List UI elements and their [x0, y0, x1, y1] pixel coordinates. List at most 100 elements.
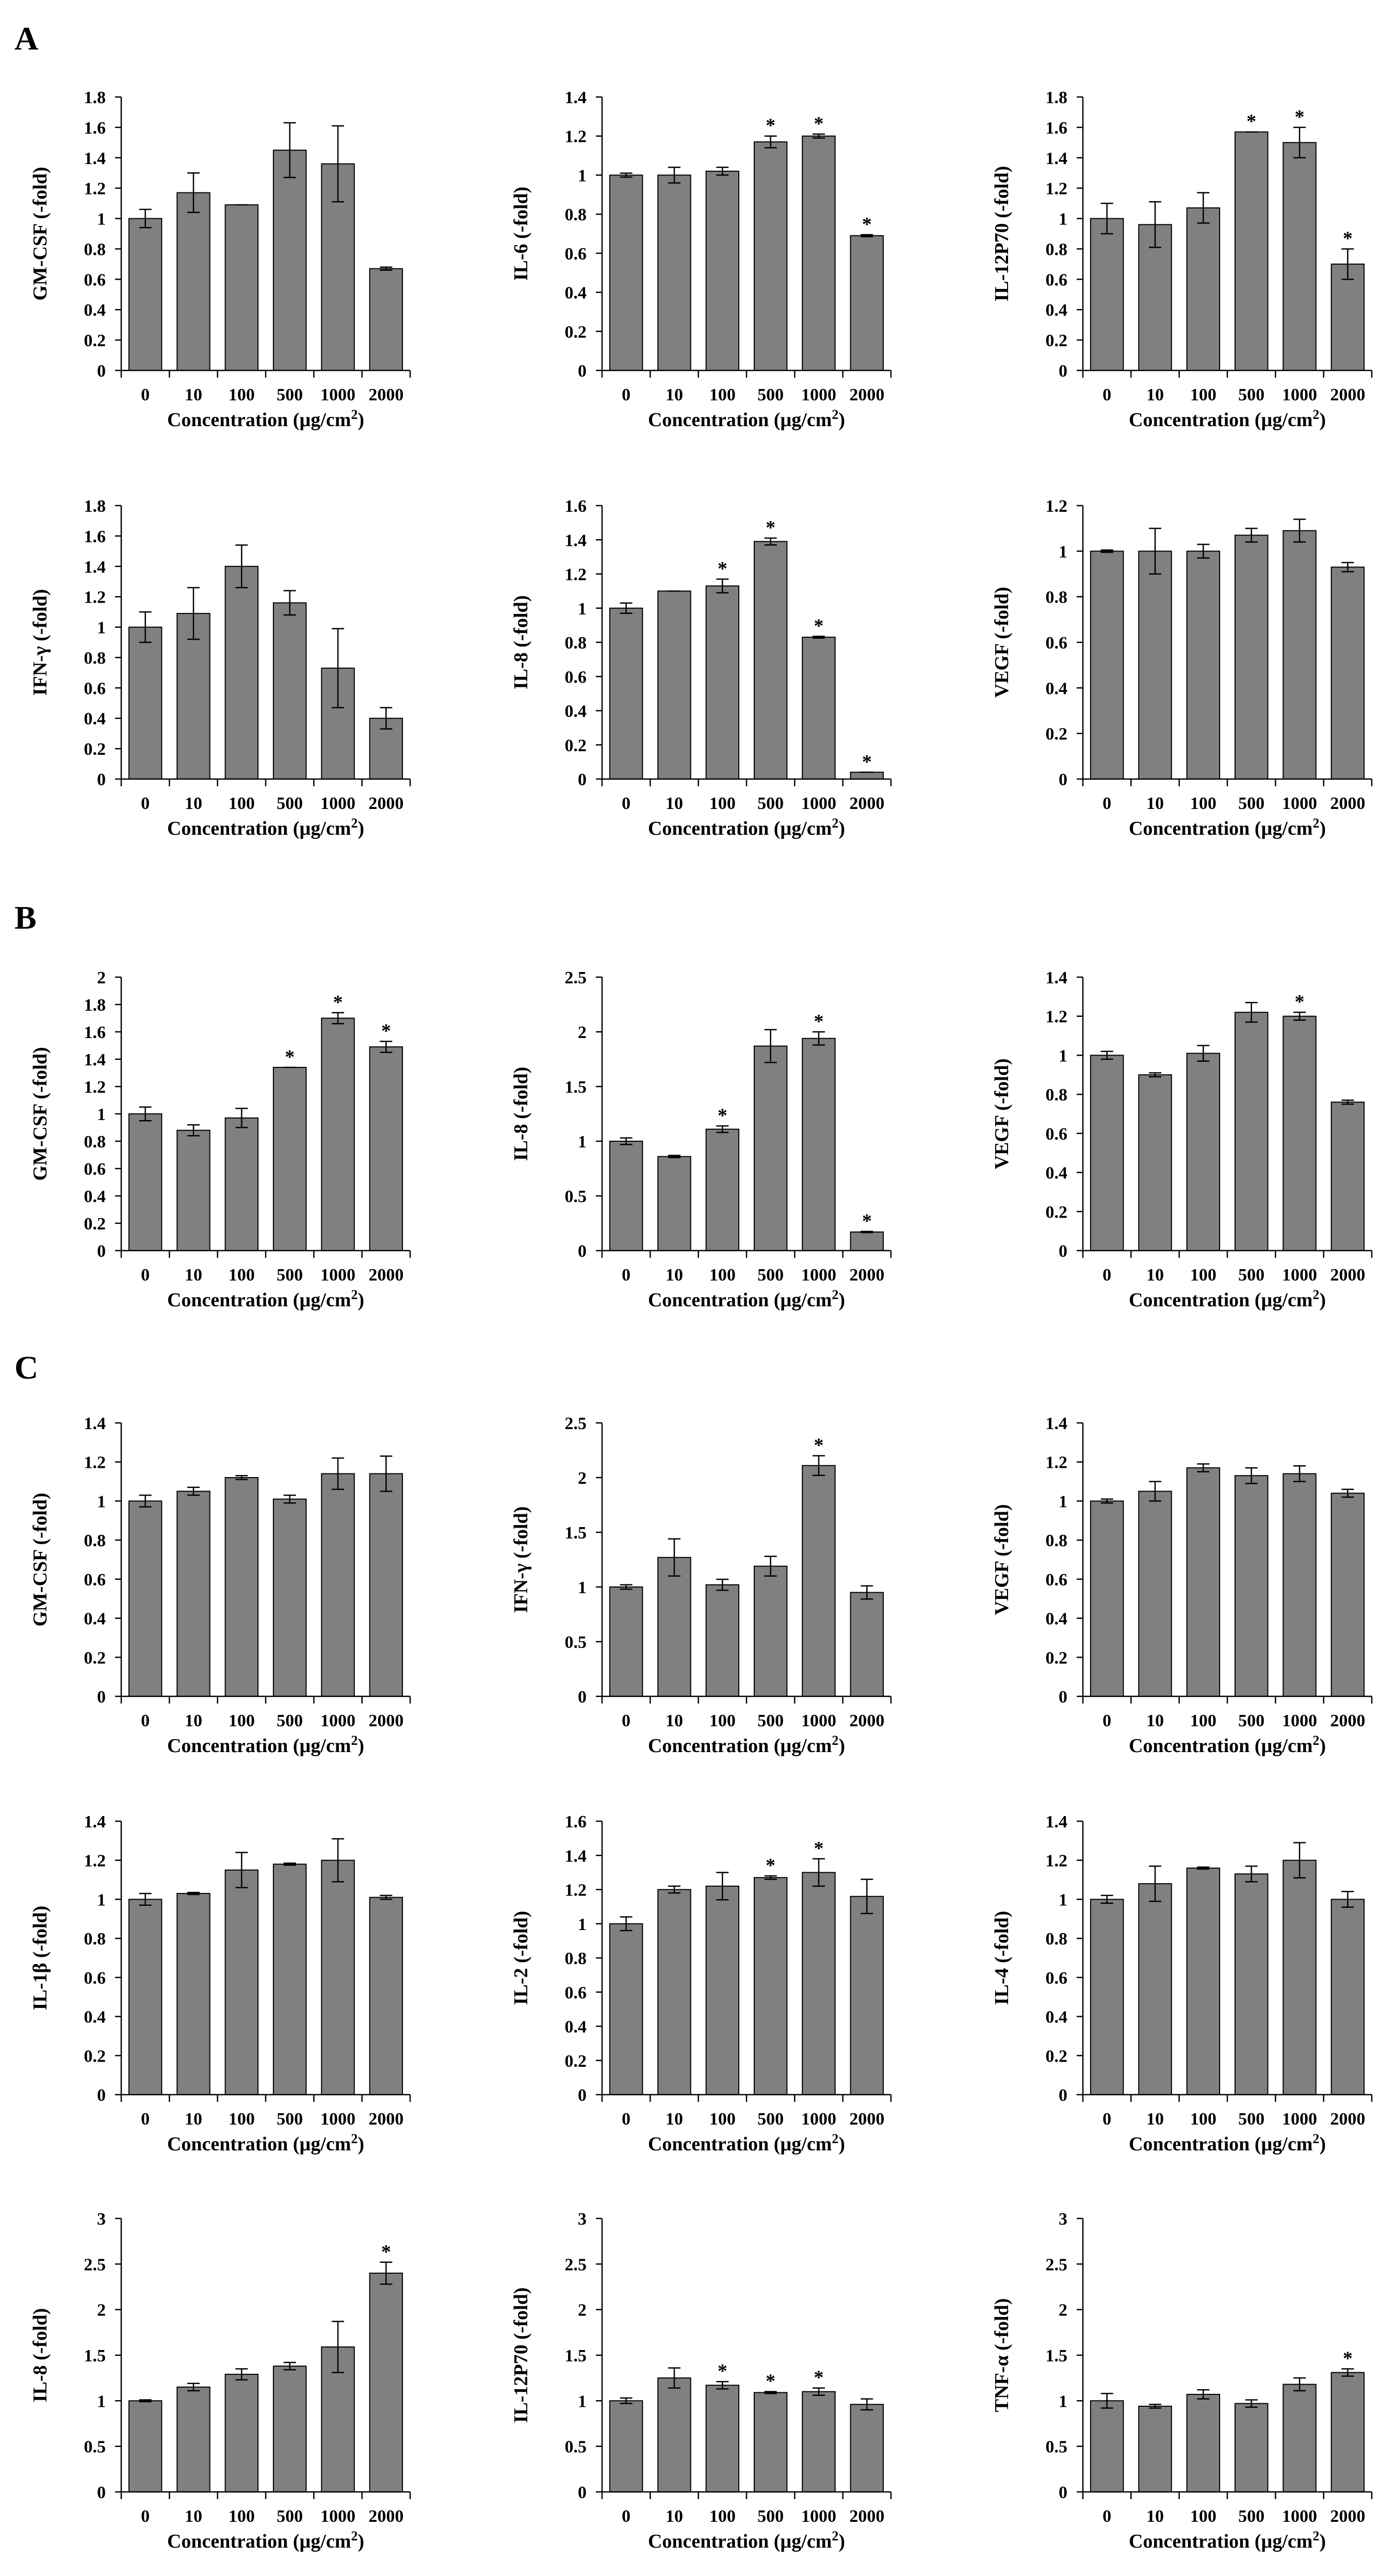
y-tick-label: 1.4 — [84, 1812, 106, 1832]
x-axis-label: Concentration (µg/cm2) — [167, 2131, 364, 2155]
significance-marker: * — [718, 558, 727, 579]
y-tick-label: 0.2 — [1046, 1203, 1068, 1222]
x-tick-label: 2000 — [368, 385, 403, 404]
y-tick-label: 1.4 — [565, 531, 587, 550]
x-tick-label: 1000 — [1282, 2507, 1317, 2526]
bar — [1186, 550, 1221, 780]
bar — [176, 1490, 210, 1697]
bar — [1186, 1867, 1221, 2096]
chart-13: 0 10 100 500 1000 2000 0 0.2 0.4 0.6 0.8 1 1.2 1.4 IL-… — [29, 1812, 411, 2155]
x-tick-label: 100 — [229, 2507, 255, 2526]
x-tick-label: 100 — [709, 794, 736, 813]
y-axis-label: IL-12P70 (-fold) — [991, 166, 1013, 302]
x-axis-label: Concentration (µg/cm2) — [648, 2529, 845, 2552]
x-tick-label: 100 — [1190, 2507, 1216, 2526]
chart-1: 0 10 100 500 1000 2000 0 0.2 0.4 0.6 0.8 1 1.2 1.4 1.6… — [29, 88, 411, 431]
x-tick-label: 500 — [277, 1711, 303, 1730]
x-tick-label: 1000 — [320, 794, 355, 813]
y-axis-label: GM-CSF (-fold) — [29, 1047, 51, 1180]
significance-marker: * — [718, 2360, 727, 2382]
x-tick-label: 100 — [709, 385, 736, 404]
x-tick-label: 10 — [666, 1711, 683, 1730]
bar — [1090, 550, 1124, 780]
bar — [1138, 224, 1172, 371]
x-axis-label: Concentration (µg/cm2) — [167, 1733, 364, 1757]
x-tick-label: 10 — [185, 1711, 202, 1730]
y-tick-label: 0 — [578, 362, 587, 381]
x-tick-label: 10 — [185, 1266, 202, 1285]
bar — [1331, 263, 1365, 371]
y-tick-label: 0.6 — [84, 1160, 106, 1179]
x-tick-label: 2000 — [849, 794, 884, 813]
y-axis-label: IL-1β (-fold) — [29, 1906, 51, 2011]
y-axis-label: VEGF (-fold) — [991, 587, 1013, 698]
y-tick-label: 0.4 — [1046, 1164, 1068, 1183]
bar — [1283, 2384, 1317, 2492]
bar — [272, 150, 307, 371]
y-axis-label: IL-6 (-fold) — [510, 187, 532, 281]
y-tick-label: 0.8 — [565, 205, 587, 224]
chart-8: 0 10 * 100 500 * 1000 * 2000 0 0.5 1 1.5 2 2.5 IL-8 (-f… — [510, 968, 892, 1311]
bar — [176, 192, 210, 371]
y-tick-label: 1.5 — [1046, 2346, 1068, 2366]
bar — [1234, 1873, 1269, 2096]
x-axis-label: Concentration (µg/cm2) — [648, 816, 845, 839]
x-tick-label: 100 — [229, 1711, 255, 1730]
y-tick-label: 0 — [1059, 1688, 1067, 1707]
y-tick-label: 1.4 — [565, 1846, 587, 1866]
y-tick-label: 1.5 — [565, 2346, 587, 2366]
y-axis-label: GM-CSF (-fold) — [29, 1493, 51, 1626]
x-tick-label: 2000 — [368, 2110, 403, 2129]
x-tick-label: 2000 — [849, 1266, 884, 1285]
x-tick-label: 100 — [1190, 2110, 1216, 2129]
x-tick-label: 100 — [709, 1711, 736, 1730]
y-tick-label: 0 — [97, 770, 106, 789]
bar — [1138, 550, 1172, 780]
y-tick-label: 0 — [97, 362, 106, 381]
bar — [705, 1584, 740, 1697]
x-tick-label: 10 — [1146, 1711, 1164, 1730]
x-tick-label: 500 — [1238, 1711, 1264, 1730]
x-tick-label: 2000 — [849, 2507, 884, 2526]
bar — [128, 218, 163, 371]
x-tick-label: 0 — [141, 1266, 150, 1285]
x-tick-label: 1000 — [801, 2507, 836, 2526]
y-tick-label: 1 — [1059, 1492, 1067, 1511]
y-tick-label: 1.6 — [84, 1023, 106, 1042]
y-tick-label: 1.4 — [1046, 149, 1068, 168]
y-tick-label: 1 — [97, 210, 106, 229]
y-tick-label: 0 — [97, 2483, 106, 2502]
significance-marker: * — [766, 2371, 775, 2392]
y-tick-label: 2.5 — [1046, 2255, 1068, 2274]
x-tick-label: 1000 — [801, 2110, 836, 2129]
y-tick-label: 0.5 — [1046, 2438, 1068, 2457]
bar — [272, 2366, 307, 2493]
y-tick-label: 3 — [578, 2210, 587, 2229]
chart-14: 0 10 100 * 500 * 1000 2000 0 0.2 0.4 0.6 0.8 1 1.2 1.4 1… — [510, 1812, 892, 2155]
x-tick-label: 1000 — [1282, 385, 1317, 404]
y-tick-label: 0.6 — [84, 679, 106, 698]
y-tick-label: 0.4 — [565, 702, 587, 721]
chart-12: 0 10 100 500 1000 2000 0 0.2 0.4 0.6 0.8 1 1.2 1.4 VEG… — [991, 1414, 1373, 1757]
bar — [753, 1045, 788, 1252]
y-tick-label: 1 — [578, 600, 587, 619]
y-axis-label: IL-8 (-fold) — [29, 2308, 51, 2403]
bar — [128, 1113, 163, 1251]
x-axis-label: Concentration (µg/cm2) — [648, 2131, 845, 2155]
y-tick-label: 0.8 — [84, 1531, 106, 1550]
y-axis-label: IL-4 (-fold) — [991, 1911, 1013, 2005]
chart-16: 0 10 100 500 1000 * 2000 0 0.5 1 1.5 2 2.5 3 IL-8 (-fo… — [29, 2210, 411, 2552]
x-tick-label: 0 — [1102, 1266, 1111, 1285]
y-tick-label: 1.4 — [84, 1414, 106, 1433]
y-tick-label: 0.4 — [84, 1187, 106, 1206]
y-tick-label: 0 — [578, 2086, 587, 2105]
bar — [753, 1877, 788, 2095]
significance-marker: * — [814, 2367, 824, 2389]
x-tick-label: 1000 — [1282, 2110, 1317, 2129]
y-tick-label: 0.8 — [84, 240, 106, 259]
chart-4: 0 10 100 500 1000 2000 0 0.2 0.4 0.6 0.8 1 1.2 1.4 1.6… — [29, 497, 411, 839]
bar — [802, 2391, 836, 2492]
x-tick-label: 0 — [141, 794, 150, 813]
y-tick-label: 1.8 — [1046, 88, 1068, 107]
bar — [850, 1895, 884, 2095]
